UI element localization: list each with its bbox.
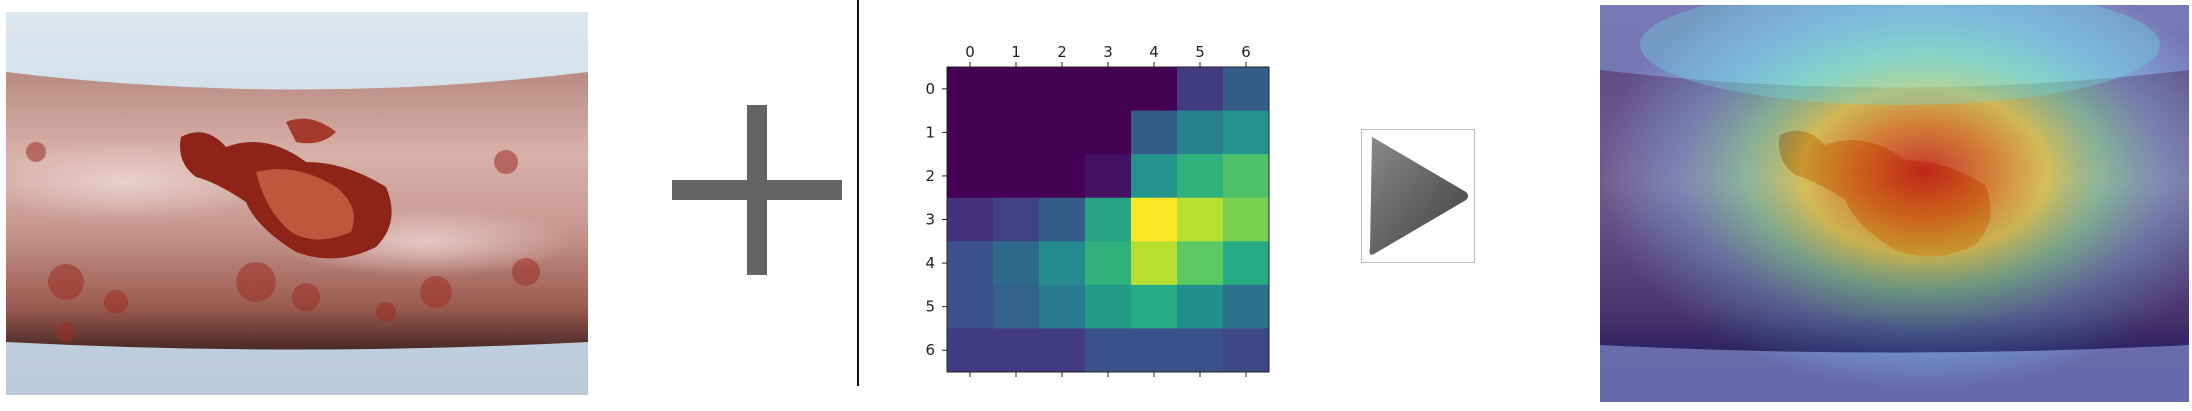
heatmap-cell [1177,241,1224,286]
plus-graphic [672,105,842,275]
y-tick-label: 1 [925,123,935,141]
heatmap-cell [947,328,994,373]
heatmap-cell [1085,154,1132,199]
heatmap-cell [947,67,994,112]
heatmap-cell [947,110,994,155]
heatmap-cell [1039,110,1086,155]
heatmap-cell [1039,328,1086,373]
x-tick-label: 3 [1103,43,1113,61]
heatmap-cell [1177,328,1224,373]
heatmap-cell [1223,110,1270,155]
heatmap-cell [993,197,1040,242]
y-tick-label: 3 [925,211,935,229]
heatmap-cell [947,284,994,329]
heatmap-cell [993,154,1040,199]
heatmap-cell [993,284,1040,329]
wound-photo-graphic [6,12,588,395]
divider-line [857,0,859,386]
x-tick-label: 5 [1195,43,1205,61]
x-tick-label: 6 [1241,43,1251,61]
heatmap-cell [993,241,1040,286]
heatmap-cell [1223,284,1270,329]
heatmap-overlay-photo [1600,5,2189,402]
heatmap-cell [1131,328,1178,373]
heatmap-cell [1085,241,1132,286]
y-tick-label: 4 [925,254,935,272]
heatmap-cell [1177,110,1224,155]
heatmap-cell [1085,197,1132,242]
y-tick-label: 5 [925,298,935,316]
heatmap-svg: 0 1 2 3 4 5 6 0 1 2 3 4 5 6 [925,43,1270,377]
heatmap-cell [947,154,994,199]
y-tick-label: 2 [925,167,935,185]
heatmap-cell [1131,197,1178,242]
plus-icon [672,105,842,275]
play-arrow-icon [1361,129,1475,263]
x-tick-label: 4 [1149,43,1159,61]
heatmap-cell [1223,154,1270,199]
heatmap-cell [993,110,1040,155]
x-tick-label: 1 [1011,43,1021,61]
heatmap-cell [947,197,994,242]
x-tick-label: 0 [965,43,975,61]
heatmap-cell [1223,67,1270,112]
heatmap-cell [1039,154,1086,199]
heatmap-cell [993,67,1040,112]
heatmap-cell [1131,284,1178,329]
heatmap-cell [1131,154,1178,199]
heatmap-cell [1223,328,1270,373]
heatmap-cell [1039,241,1086,286]
heatmap-cell [1039,67,1086,112]
y-tick-label: 6 [925,341,935,359]
heatmap-cell [993,328,1040,373]
heatmap-cell [947,241,994,286]
x-tick-label: 2 [1057,43,1067,61]
heatmap-cell [1177,284,1224,329]
heatmap-cell [1039,284,1086,329]
y-tick-label: 0 [925,80,935,98]
heatmap-cell [1085,110,1132,155]
heatmap-cell [1177,197,1224,242]
heatmap-cell [1177,67,1224,112]
heatmap-cell [1131,67,1178,112]
heatmap-cell [1085,328,1132,373]
heatmap-cell [1085,284,1132,329]
heatmap-cell [1085,67,1132,112]
heatmap-chart: 0 1 2 3 4 5 6 0 1 2 3 4 5 6 [900,28,1280,388]
play-arrow-graphic [1369,137,1468,255]
wound-photo [6,12,588,395]
heatmap-cell [1223,197,1270,242]
overlay-photo-graphic [1600,5,2189,402]
heatmap-cell [1131,241,1178,286]
heatmap-cell [1177,154,1224,199]
heatmap-cell [1039,197,1086,242]
heatmap-cell [1223,241,1270,286]
heatmap-cell [1131,110,1178,155]
